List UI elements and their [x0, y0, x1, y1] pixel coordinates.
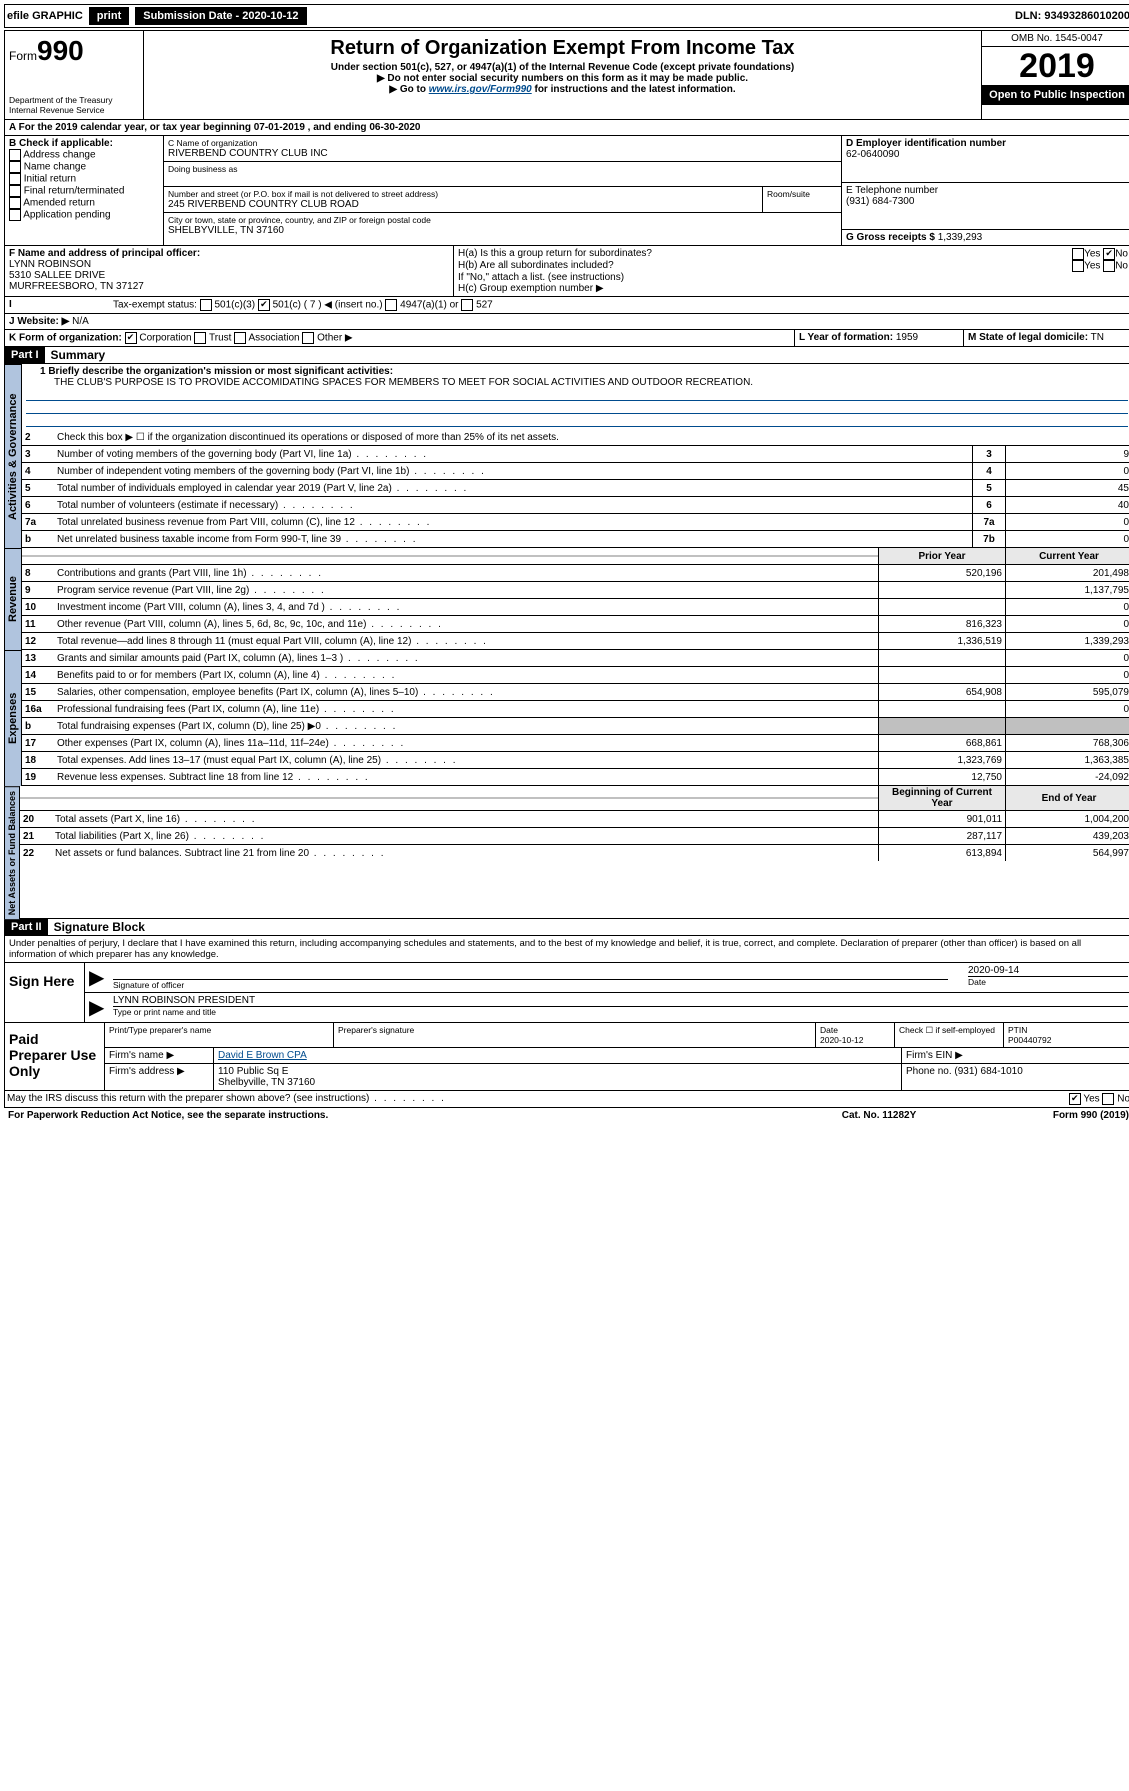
period-text: A For the 2019 calendar year, or tax yea…: [5, 120, 1129, 135]
side-netassets: Net Assets or Fund Balances: [4, 786, 20, 919]
tax-year: 2019: [982, 47, 1129, 85]
line-5: 5 Total number of individuals employed i…: [22, 480, 1129, 497]
check-application-pending[interactable]: Application pending: [9, 209, 159, 221]
efile-label: efile GRAPHIC: [7, 10, 83, 22]
preparer-phone: (931) 684-1010: [954, 1066, 1022, 1077]
subtitle-1: Under section 501(c), 527, or 4947(a)(1)…: [148, 62, 977, 73]
line-11: 11 Other revenue (Part VIII, column (A),…: [22, 616, 1129, 633]
dept-treasury: Department of the Treasury Internal Reve…: [9, 95, 139, 115]
box-h: H(a) Is this a group return for subordin…: [454, 246, 1129, 296]
gross-receipts: 1,339,293: [938, 232, 983, 243]
submission-date: Submission Date - 2020-10-12: [135, 7, 306, 25]
signature-date: 2020-09-14: [968, 965, 1128, 977]
open-to-public: Open to Public Inspection: [982, 85, 1129, 105]
part-2-header: Part II Signature Block: [4, 919, 1129, 936]
subtitle-3: ▶ Go to www.irs.gov/Form990 for instruct…: [148, 84, 977, 95]
line-18: 18 Total expenses. Add lines 13–17 (must…: [22, 752, 1129, 769]
form-number: Form990: [9, 35, 139, 67]
line-19: 19 Revenue less expenses. Subtract line …: [22, 769, 1129, 785]
box-c: C Name of organization RIVERBEND COUNTRY…: [164, 136, 842, 245]
print-button[interactable]: print: [89, 7, 129, 25]
line-10: 10 Investment income (Part VIII, column …: [22, 599, 1129, 616]
paid-preparer-block: Paid Preparer Use Only Print/Type prepar…: [4, 1023, 1129, 1091]
officer-name: LYNN ROBINSON PRESIDENT: [113, 995, 1128, 1007]
subtitle-2: ▶ Do not enter social security numbers o…: [148, 73, 977, 84]
line-12: 12 Total revenue—add lines 8 through 11 …: [22, 633, 1129, 649]
signature-arrow-icon: ▶: [89, 965, 113, 990]
check-address-change[interactable]: Address change: [9, 149, 159, 161]
line-b: b Total fundraising expenses (Part IX, c…: [22, 718, 1129, 735]
ein: 62-0640090: [846, 149, 1128, 160]
box-f: F Name and address of principal officer:…: [5, 246, 454, 296]
line-16a: 16a Professional fundraising fees (Part …: [22, 701, 1129, 718]
telephone: (931) 684-7300: [846, 196, 1128, 207]
line-13: 13 Grants and similar amounts paid (Part…: [22, 650, 1129, 667]
discuss-row: May the IRS discuss this return with the…: [4, 1091, 1129, 1108]
omb-number: OMB No. 1545-0047: [982, 31, 1129, 47]
top-bar: efile GRAPHIC print Submission Date - 20…: [4, 4, 1129, 28]
side-revenue: Revenue: [4, 548, 22, 650]
box-i: Tax-exempt status: 501(c)(3) 501(c) ( 7 …: [109, 297, 1129, 313]
line-22: 22 Net assets or fund balances. Subtract…: [20, 845, 1129, 861]
line-20: 20 Total assets (Part X, line 16) 901,01…: [20, 811, 1129, 828]
side-governance: Activities & Governance: [4, 364, 22, 548]
check-initial-return[interactable]: Initial return: [9, 173, 159, 185]
declaration-text: Under penalties of perjury, I declare th…: [4, 936, 1129, 963]
box-m: M State of legal domicile: TN: [964, 330, 1129, 346]
form-header: Form990 Department of the Treasury Inter…: [4, 30, 1129, 120]
line-14: 14 Benefits paid to or for members (Part…: [22, 667, 1129, 684]
check-final-return[interactable]: Final return/terminated: [9, 185, 159, 197]
line-3: 3 Number of voting members of the govern…: [22, 446, 1129, 463]
firm-link[interactable]: David E Brown CPA: [218, 1050, 307, 1061]
line-8: 8 Contributions and grants (Part VIII, l…: [22, 565, 1129, 582]
line-b: b Net unrelated business taxable income …: [22, 531, 1129, 547]
org-name: RIVERBEND COUNTRY CLUB INC: [168, 148, 837, 159]
box-k: K Form of organization: Corporation Trus…: [5, 330, 795, 346]
side-expenses: Expenses: [4, 650, 22, 786]
dln-label: DLN: 93493286010200: [1015, 10, 1129, 22]
signature-arrow-icon-2: ▶: [89, 995, 113, 1020]
irs-link[interactable]: www.irs.gov/Form990: [429, 84, 532, 95]
mission-text: THE CLUB'S PURPOSE IS TO PROVIDE ACCOMID…: [54, 377, 1128, 388]
line-7a: 7a Total unrelated business revenue from…: [22, 514, 1129, 531]
check-amended[interactable]: Amended return: [9, 197, 159, 209]
ptin: P00440792: [1008, 1035, 1052, 1045]
check-name-change[interactable]: Name change: [9, 161, 159, 173]
part-1-header: Part I Summary: [4, 347, 1129, 364]
form-title: Return of Organization Exempt From Incom…: [148, 37, 977, 60]
box-i-label: I: [5, 297, 109, 313]
line-6: 6 Total number of volunteers (estimate i…: [22, 497, 1129, 514]
line-15: 15 Salaries, other compensation, employe…: [22, 684, 1129, 701]
bottom-line: For Paperwork Reduction Act Notice, see …: [4, 1108, 1129, 1123]
org-city: SHELBYVILLE, TN 37160: [168, 225, 837, 236]
preparer-date: 2020-10-12: [820, 1035, 863, 1045]
line-4: 4 Number of independent voting members o…: [22, 463, 1129, 480]
box-l: L Year of formation: 1959: [795, 330, 964, 346]
box-deg: D Employer identification number 62-0640…: [842, 136, 1129, 245]
box-j: J Website: ▶ N/A: [5, 314, 1129, 329]
box-b: B Check if applicable: Address change Na…: [5, 136, 164, 245]
period-row: A For the 2019 calendar year, or tax yea…: [4, 120, 1129, 136]
line-1-label: 1 Briefly describe the organization's mi…: [40, 366, 1128, 377]
line-17: 17 Other expenses (Part IX, column (A), …: [22, 735, 1129, 752]
org-address: 245 RIVERBEND COUNTRY CLUB ROAD: [168, 199, 758, 210]
line-9: 9 Program service revenue (Part VIII, li…: [22, 582, 1129, 599]
sign-block: Sign Here ▶ Signature of officer 2020-09…: [4, 963, 1129, 1023]
line-21: 21 Total liabilities (Part X, line 26) 2…: [20, 828, 1129, 845]
